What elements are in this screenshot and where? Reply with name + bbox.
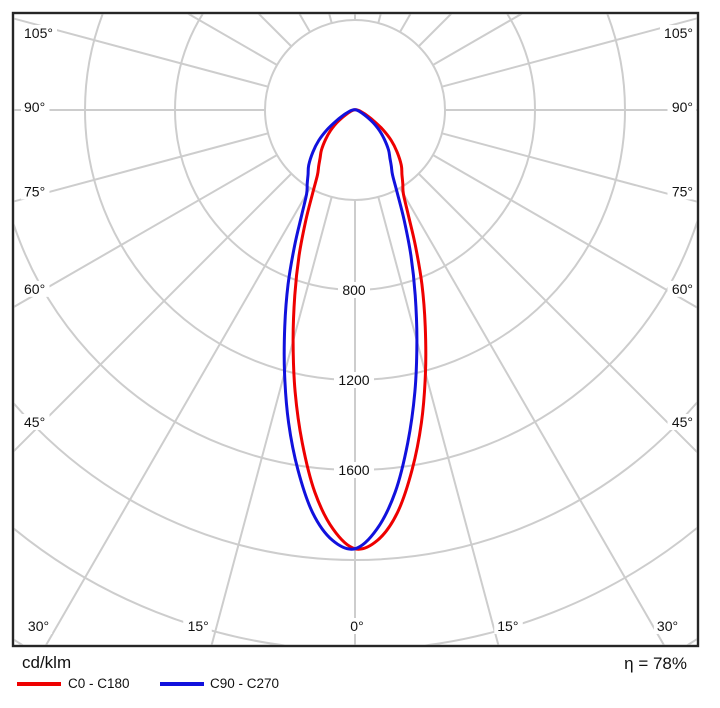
grid-spoke xyxy=(14,17,269,88)
legend-label-c90-c270: C90 - C270 xyxy=(210,676,280,691)
grid-spoke xyxy=(377,14,382,24)
legend-line-c0-c180 xyxy=(17,682,61,686)
angle-tick-label: 15° xyxy=(188,618,209,634)
ring-tick-labels: 800 1200 1600 xyxy=(334,282,374,478)
grid-spoke xyxy=(399,187,665,645)
angle-tick-labels: 105° 90° 75° 60° 45° 30° 15° 0° 15° 30° 45° 60° 75° 9… xyxy=(21,25,696,634)
grid-spoke xyxy=(14,132,269,203)
grid-spoke xyxy=(328,14,333,24)
grid-ring xyxy=(14,220,697,471)
angle-tick-label: 60° xyxy=(24,281,45,297)
angle-tick-label: 60° xyxy=(672,281,693,297)
angle-tick-label: 90° xyxy=(672,99,693,115)
grid-spoke xyxy=(14,172,293,452)
efficiency-value: η = 78% xyxy=(624,654,687,673)
angle-tick-label: 75° xyxy=(672,183,693,199)
angle-tick-label: 30° xyxy=(28,618,49,634)
curve-c90-c270 xyxy=(282,108,419,551)
grid-spoke xyxy=(45,187,311,645)
grid-spoke xyxy=(432,154,697,309)
grid-spoke xyxy=(417,172,697,453)
legend-label-c0-c180: C0 - C180 xyxy=(68,676,130,691)
grid-spoke xyxy=(441,132,697,203)
plot-frame xyxy=(11,11,700,648)
grid-spoke xyxy=(14,154,278,308)
ring-tick-label: 800 xyxy=(342,282,366,298)
angle-tick-label: 45° xyxy=(24,414,45,430)
angle-tick-label: 75° xyxy=(24,183,45,199)
unit-label: cd/klm xyxy=(22,653,72,672)
grid-spoke xyxy=(441,17,697,88)
angle-tick-label: 90° xyxy=(24,99,45,115)
angle-tick-label: 0° xyxy=(350,618,363,634)
angle-tick-label: 105° xyxy=(24,25,53,41)
legend-line-c90-c270 xyxy=(160,682,204,686)
angle-tick-label: 45° xyxy=(672,414,693,430)
curves xyxy=(282,108,428,551)
angle-tick-label: 105° xyxy=(664,25,693,41)
angle-tick-label: 30° xyxy=(657,618,678,634)
ring-tick-label: 1600 xyxy=(338,462,369,478)
angle-tick-label: 15° xyxy=(497,618,518,634)
ring-tick-label: 1200 xyxy=(338,372,369,388)
curve-c0-c180 xyxy=(291,108,428,551)
grid-ring xyxy=(14,526,697,645)
